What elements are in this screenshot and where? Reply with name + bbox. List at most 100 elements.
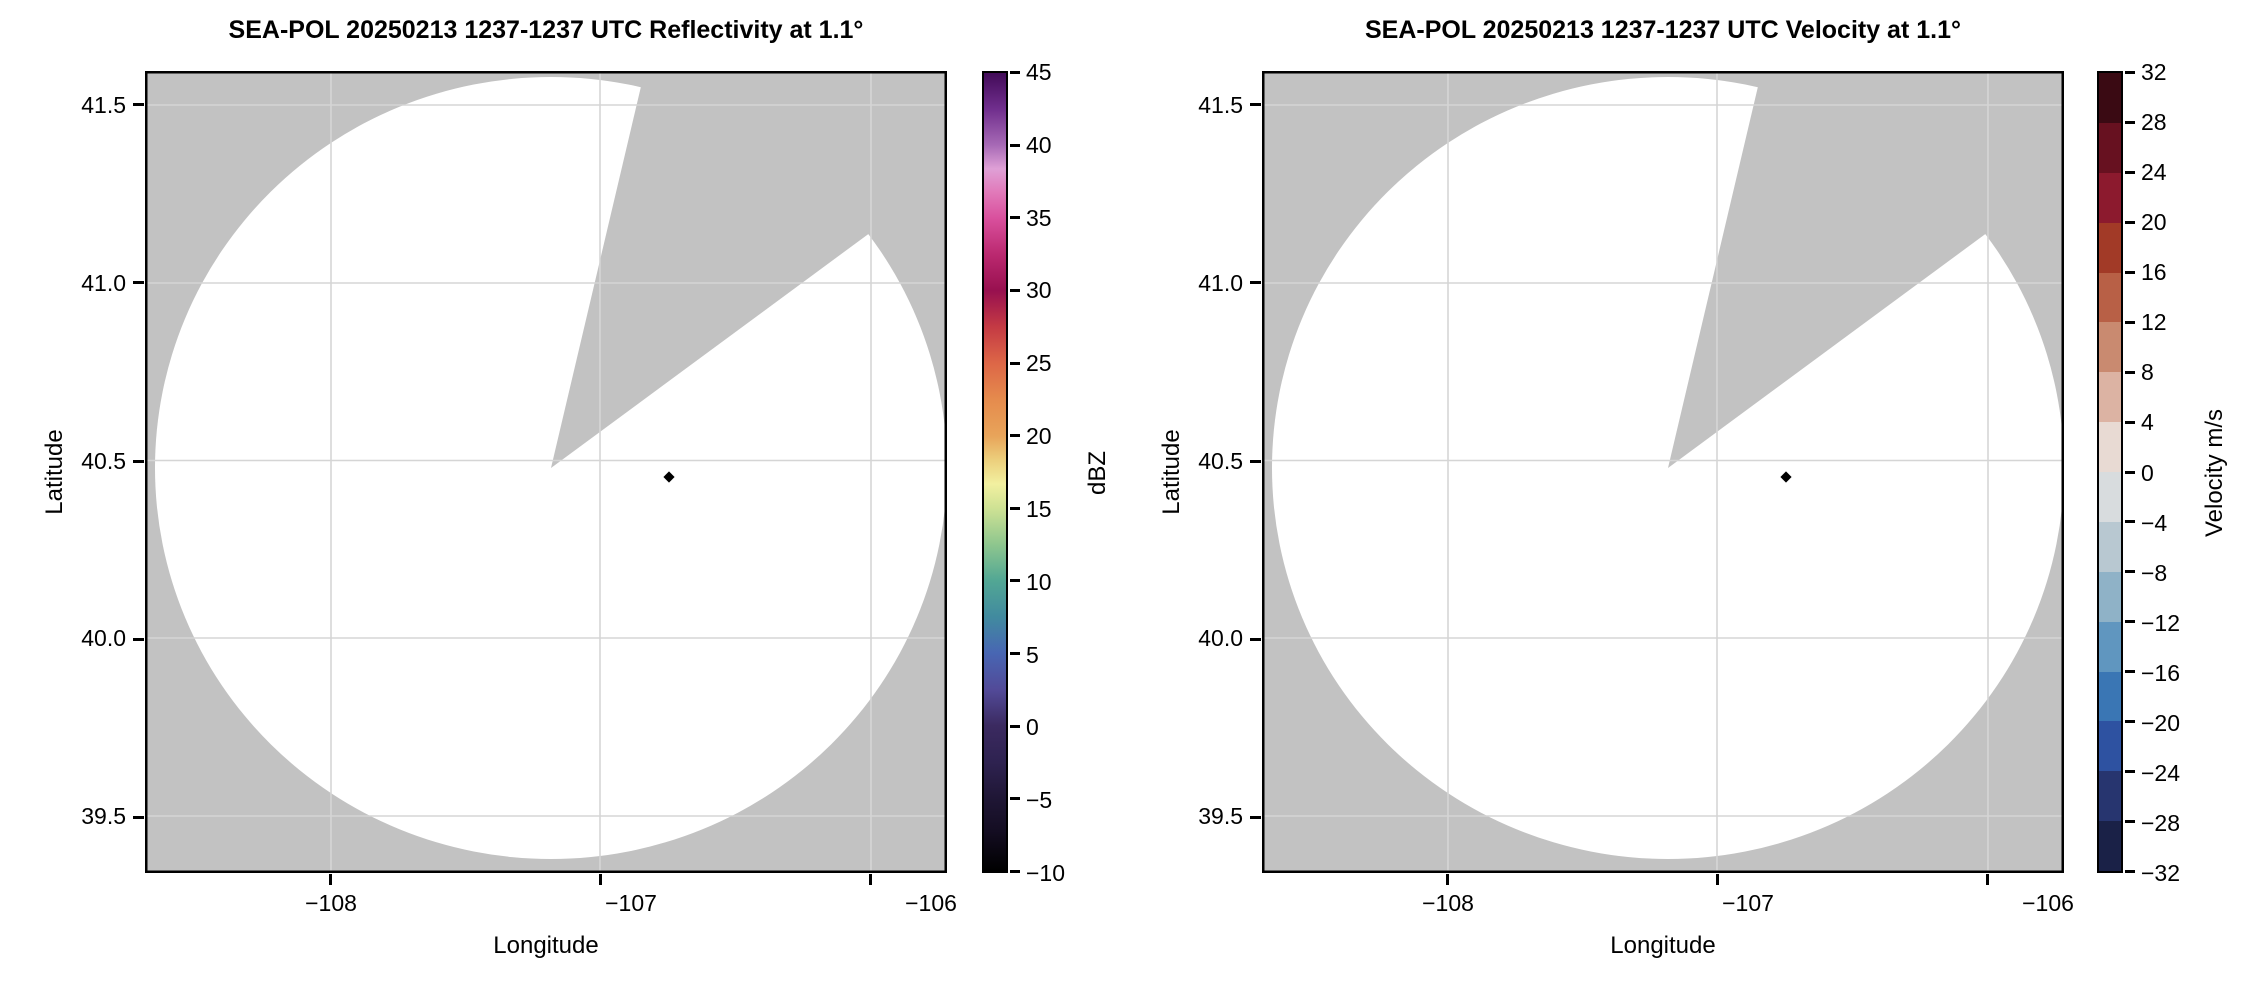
- axes-border: [145, 71, 947, 873]
- colorbar-tick-mark: [1010, 797, 1020, 801]
- gridlines: [1262, 71, 2064, 873]
- colorbar-tick-label: 4: [2141, 409, 2154, 436]
- y-tick-label: 41.5: [81, 92, 126, 118]
- colorbar-band: [2099, 621, 2121, 672]
- x-tick-mark: [869, 874, 872, 885]
- colorbar-tick-mark: [2125, 570, 2135, 574]
- colorbar-band: [2099, 222, 2121, 273]
- colorbar-axis-label: Velocity m/s: [2201, 408, 2228, 538]
- colorbar-tick-mark: [1010, 869, 1020, 873]
- y-tick-label: 39.5: [1198, 803, 1243, 829]
- colorbar-tick-mark: [2125, 120, 2135, 124]
- y-tick-label: 39.5: [81, 803, 126, 829]
- reflectivity-colorbar-bar: [982, 71, 1008, 873]
- colorbar-tick-labels: 32 28 24 20 16 12 8 4 0 −4 −8 −12 −16 −20 −24 −28 −32: [2141, 57, 2221, 888]
- x-tick-label: −106: [2022, 890, 2074, 916]
- colorbar-tick-mark: [1010, 724, 1020, 728]
- y-tick-mark: [1250, 459, 1261, 463]
- colorbar-band: [2099, 172, 2121, 223]
- colorbar-tick-label: 5: [1026, 641, 1039, 668]
- colorbar-tick-mark: [1010, 652, 1020, 655]
- colorbar-tick-label: −28: [2141, 809, 2181, 836]
- colorbar-band: [2099, 721, 2121, 772]
- colorbar-axis-label: dBZ: [1084, 451, 1111, 496]
- colorbar-tick-label: −4: [2141, 509, 2168, 536]
- y-tick-label: 41.0: [81, 269, 126, 296]
- colorbar-tick-marks: [2125, 71, 2135, 873]
- colorbar-tick-label: −5: [1026, 787, 1053, 814]
- colorbar-tick-label: −20: [2141, 709, 2181, 736]
- x-tick-labels: −108 −107 −106: [271, 890, 991, 918]
- y-tick-label: 40.5: [1198, 447, 1243, 474]
- colorbar-tick-mark: [2125, 870, 2135, 873]
- x-tick-mark: [1446, 874, 1449, 885]
- colorbar-tick-label: 35: [1026, 204, 1052, 231]
- x-tick-label: −107: [1722, 890, 1774, 916]
- x-tick-label: −108: [1422, 890, 1474, 916]
- colorbar-tick-mark: [1010, 506, 1020, 510]
- y-tick-label: 41.5: [1198, 92, 1243, 118]
- colorbar-tick-label: 24: [2141, 159, 2167, 186]
- y-tick-mark: [133, 637, 144, 641]
- x-axis-label: Longitude: [1610, 932, 1716, 959]
- colorbar-tick-mark: [2125, 370, 2135, 374]
- colorbar-tick-label: −10: [1026, 859, 1066, 886]
- y-tick-marks: [133, 103, 144, 819]
- colorbar-tick-mark: [1010, 71, 1020, 74]
- colorbar-tick-mark: [1010, 579, 1020, 583]
- colorbar-band: [2099, 671, 2121, 722]
- y-tick-mark: [133, 281, 144, 285]
- colorbar-tick-label: 8: [2141, 359, 2154, 386]
- y-tick-mark: [133, 459, 144, 463]
- colorbar-tick-label: 30: [1026, 277, 1052, 304]
- velocity-colorbar-bar: [2097, 71, 2123, 873]
- colorbar-tick-mark: [2125, 520, 2135, 524]
- y-axis-label: Latitude: [41, 429, 68, 515]
- colorbar-tick-label: −24: [2141, 759, 2181, 786]
- colorbar-tick-mark: [2125, 670, 2135, 674]
- colorbar-tick-labels: 45 40 35 30 25 20 15 10 5 0 −5 −10: [1026, 57, 1096, 888]
- colorbar-tick-label: 40: [1026, 131, 1052, 158]
- x-tick-label: −106: [905, 890, 957, 916]
- colorbar-band: [2099, 472, 2121, 522]
- colorbar-tick-label: −16: [2141, 659, 2181, 686]
- colorbar-band: [2099, 521, 2121, 572]
- colorbar-tick-mark: [2125, 220, 2135, 224]
- colorbar-tick-label: 45: [1026, 59, 1052, 85]
- colorbar-band: [2099, 372, 2121, 423]
- colorbar-tick-mark: [2125, 470, 2135, 474]
- colorbar-tick-label: 0: [1026, 714, 1039, 741]
- x-tick-marks: [1446, 874, 1989, 885]
- colorbar-tick-mark: [1010, 143, 1020, 147]
- y-tick-mark: [133, 103, 144, 106]
- velocity-title: SEA-POL 20250213 1237-1237 UTC Velocity …: [1365, 16, 1961, 44]
- colorbar-tick-mark: [2125, 170, 2135, 174]
- colorbar-band: [2099, 122, 2121, 173]
- missing-data-wedge: [551, 71, 947, 468]
- colorbar-tick-mark: [2125, 770, 2135, 774]
- reflectivity-title: SEA-POL 20250213 1237-1237 UTC Reflectiv…: [228, 16, 864, 44]
- x-tick-label: −107: [605, 890, 657, 916]
- y-tick-mark: [1250, 281, 1261, 285]
- colorbar-tick-label: −12: [2141, 609, 2181, 636]
- colorbar-tick-mark: [2125, 320, 2135, 324]
- x-tick-marks: [329, 874, 872, 885]
- colorbar-band: [2099, 322, 2121, 373]
- y-tick-mark: [133, 816, 144, 819]
- velocity-plot-area: [1262, 71, 2064, 873]
- colorbar-band: [2099, 771, 2121, 822]
- missing-data-wedge: [1668, 71, 2064, 468]
- y-tick-label: 40.5: [81, 447, 126, 474]
- y-tick-mark: [1250, 637, 1261, 641]
- y-tick-label: 40.0: [81, 625, 126, 652]
- y-tick-mark: [1250, 103, 1261, 106]
- y-tick-label: 41.0: [1198, 269, 1243, 296]
- x-tick-label: −108: [305, 890, 357, 916]
- x-tick-mark: [599, 874, 602, 885]
- axes-border: [1262, 71, 2064, 873]
- colorbar-tick-marks: [1010, 71, 1020, 873]
- colorbar-tick-label: 28: [2141, 109, 2167, 136]
- x-axis-label: Longitude: [493, 932, 599, 959]
- x-tick-mark: [1986, 874, 1989, 885]
